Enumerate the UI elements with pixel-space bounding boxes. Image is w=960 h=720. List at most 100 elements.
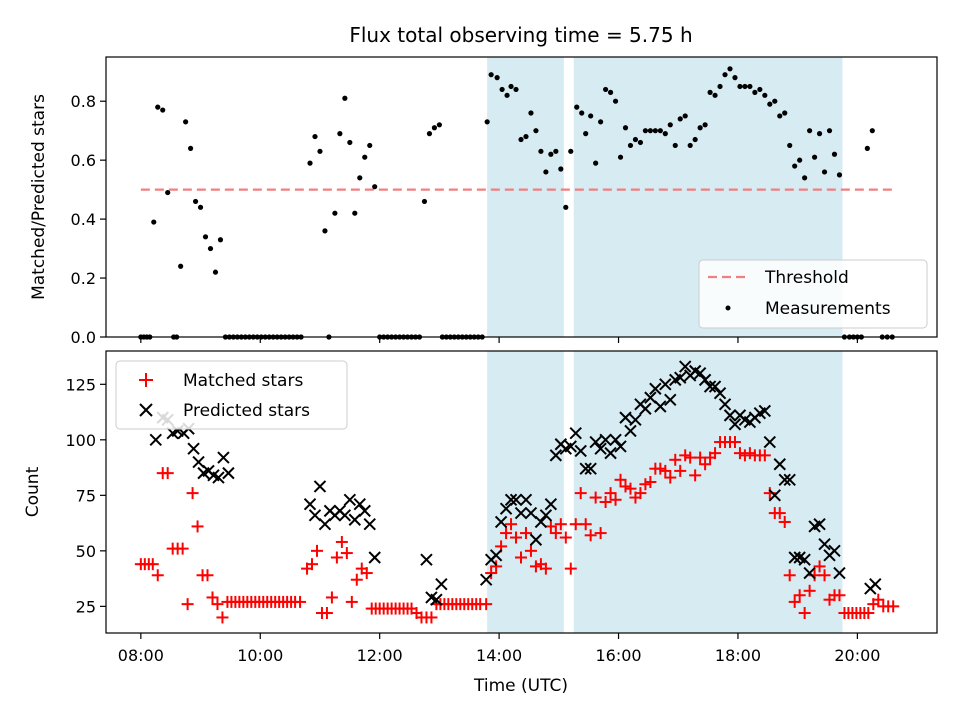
measurement-point	[864, 145, 870, 151]
matched-star-point	[559, 531, 572, 544]
matched-star-point	[330, 551, 343, 564]
top-y-tick-label: 0.0	[71, 328, 96, 347]
measurement-point	[543, 169, 549, 175]
predicted-star-point	[544, 498, 558, 511]
top-shaded-band	[487, 57, 564, 337]
predicted-star-point	[818, 537, 831, 551]
predicted-star-point	[499, 502, 513, 515]
matched-star-point	[306, 558, 319, 571]
bottom-shaded-intervals	[487, 351, 843, 633]
matched-star-point	[549, 527, 562, 540]
matched-star-point	[181, 598, 194, 611]
measurement-point	[421, 198, 428, 205]
measurement-point	[762, 92, 768, 98]
measurement-point	[767, 101, 773, 107]
bottom-y-label: Count	[23, 466, 43, 517]
matched-star-point	[644, 476, 657, 489]
measurement-point	[202, 234, 209, 240]
predicted-star-point	[430, 593, 443, 606]
matched-star-point	[425, 611, 438, 624]
matched-star-point	[604, 487, 617, 500]
matched-star-point	[773, 507, 786, 520]
measurement-point	[617, 154, 624, 160]
measurement-point	[797, 157, 803, 163]
measurement-point	[538, 148, 544, 154]
matched-stars-points	[134, 436, 900, 624]
predicted-star-point	[589, 435, 602, 449]
predicted-star-point	[569, 426, 582, 440]
bottom-panel: 08:00 10:00 12:00 14:00 16:00 18:00 20:00 25 50 7…	[23, 350, 938, 696]
predicted-star-point	[479, 573, 493, 586]
predicted-star-point	[489, 549, 503, 562]
chart-title: Flux total observing time = 5.75 h	[349, 23, 692, 47]
matched-star-point	[211, 598, 224, 611]
matched-star-point	[294, 595, 307, 608]
x-tick-label: 16:00	[595, 646, 641, 665]
bottom-y-tick-label: 100	[65, 431, 96, 450]
measurement-point	[657, 128, 663, 134]
measurement-point	[207, 245, 214, 252]
measurement-point	[508, 83, 514, 90]
top-y-tick-label: 0.2	[71, 269, 96, 288]
matched-star-point	[519, 527, 532, 540]
top-y-tick-label: 0.8	[71, 92, 96, 111]
predicted-star-point	[435, 577, 448, 591]
predicted-star-point	[368, 551, 381, 564]
matched-star-point	[872, 593, 885, 606]
matched-star-point	[146, 558, 159, 571]
measurement-point	[637, 139, 644, 146]
measurement-point	[337, 131, 343, 137]
matched-star-point	[216, 611, 229, 624]
matched-star-point	[524, 544, 537, 557]
predicted-star-point	[679, 360, 692, 373]
predicted-star-point	[519, 493, 533, 506]
predicted-star-point	[659, 378, 672, 391]
matched-star-point	[320, 607, 333, 620]
measurement-point	[563, 204, 569, 210]
measurement-point	[672, 142, 678, 149]
matched-star-point	[659, 464, 672, 477]
predicted-star-point	[584, 462, 597, 475]
matched-star-point	[728, 436, 741, 449]
predicted-star-point	[599, 433, 612, 447]
bottom-y-tick-label: 25	[76, 597, 96, 616]
measurement-point	[869, 128, 875, 134]
predicted-star-point	[313, 480, 327, 493]
predicted-star-point	[604, 446, 617, 460]
predicted-star-point	[524, 506, 538, 520]
predicted-star-point	[614, 440, 627, 453]
legend-matched-swatch	[139, 373, 153, 387]
x-tick-label: 08:00	[118, 646, 164, 665]
predicted-star-point	[549, 449, 563, 462]
measurement-point	[183, 119, 189, 125]
measurement-point	[777, 113, 783, 119]
measurement-point	[178, 263, 184, 269]
predicted-star-point	[212, 471, 225, 484]
measurement-point	[677, 116, 683, 122]
predicted-star-point	[728, 418, 742, 431]
measurement-point	[692, 136, 698, 143]
measurement-point	[787, 142, 793, 149]
measurement-point	[583, 131, 589, 137]
predicted-star-point	[504, 493, 518, 506]
measurement-point	[697, 125, 703, 131]
predicted-star-point	[833, 566, 846, 580]
measurement-point	[772, 98, 778, 104]
matched-star-point	[887, 600, 900, 613]
predicted-star-point	[798, 553, 811, 566]
predicted-star-point	[718, 398, 732, 411]
predicted-star-point	[763, 435, 777, 449]
predicted-star-point	[187, 442, 200, 455]
measurement-point	[217, 237, 224, 243]
matched-star-point	[335, 535, 348, 548]
matched-star-point	[564, 562, 577, 575]
measurement-point	[307, 160, 313, 166]
matched-star-point	[818, 569, 831, 582]
matched-star-point	[151, 569, 164, 582]
predicted-star-point	[629, 413, 642, 427]
predicted-star-point	[813, 517, 826, 531]
matched-star-point	[161, 467, 174, 480]
measurement-point	[426, 131, 433, 137]
legend-measurements-label: Measurements	[765, 299, 891, 319]
predicted-star-point	[708, 380, 722, 393]
